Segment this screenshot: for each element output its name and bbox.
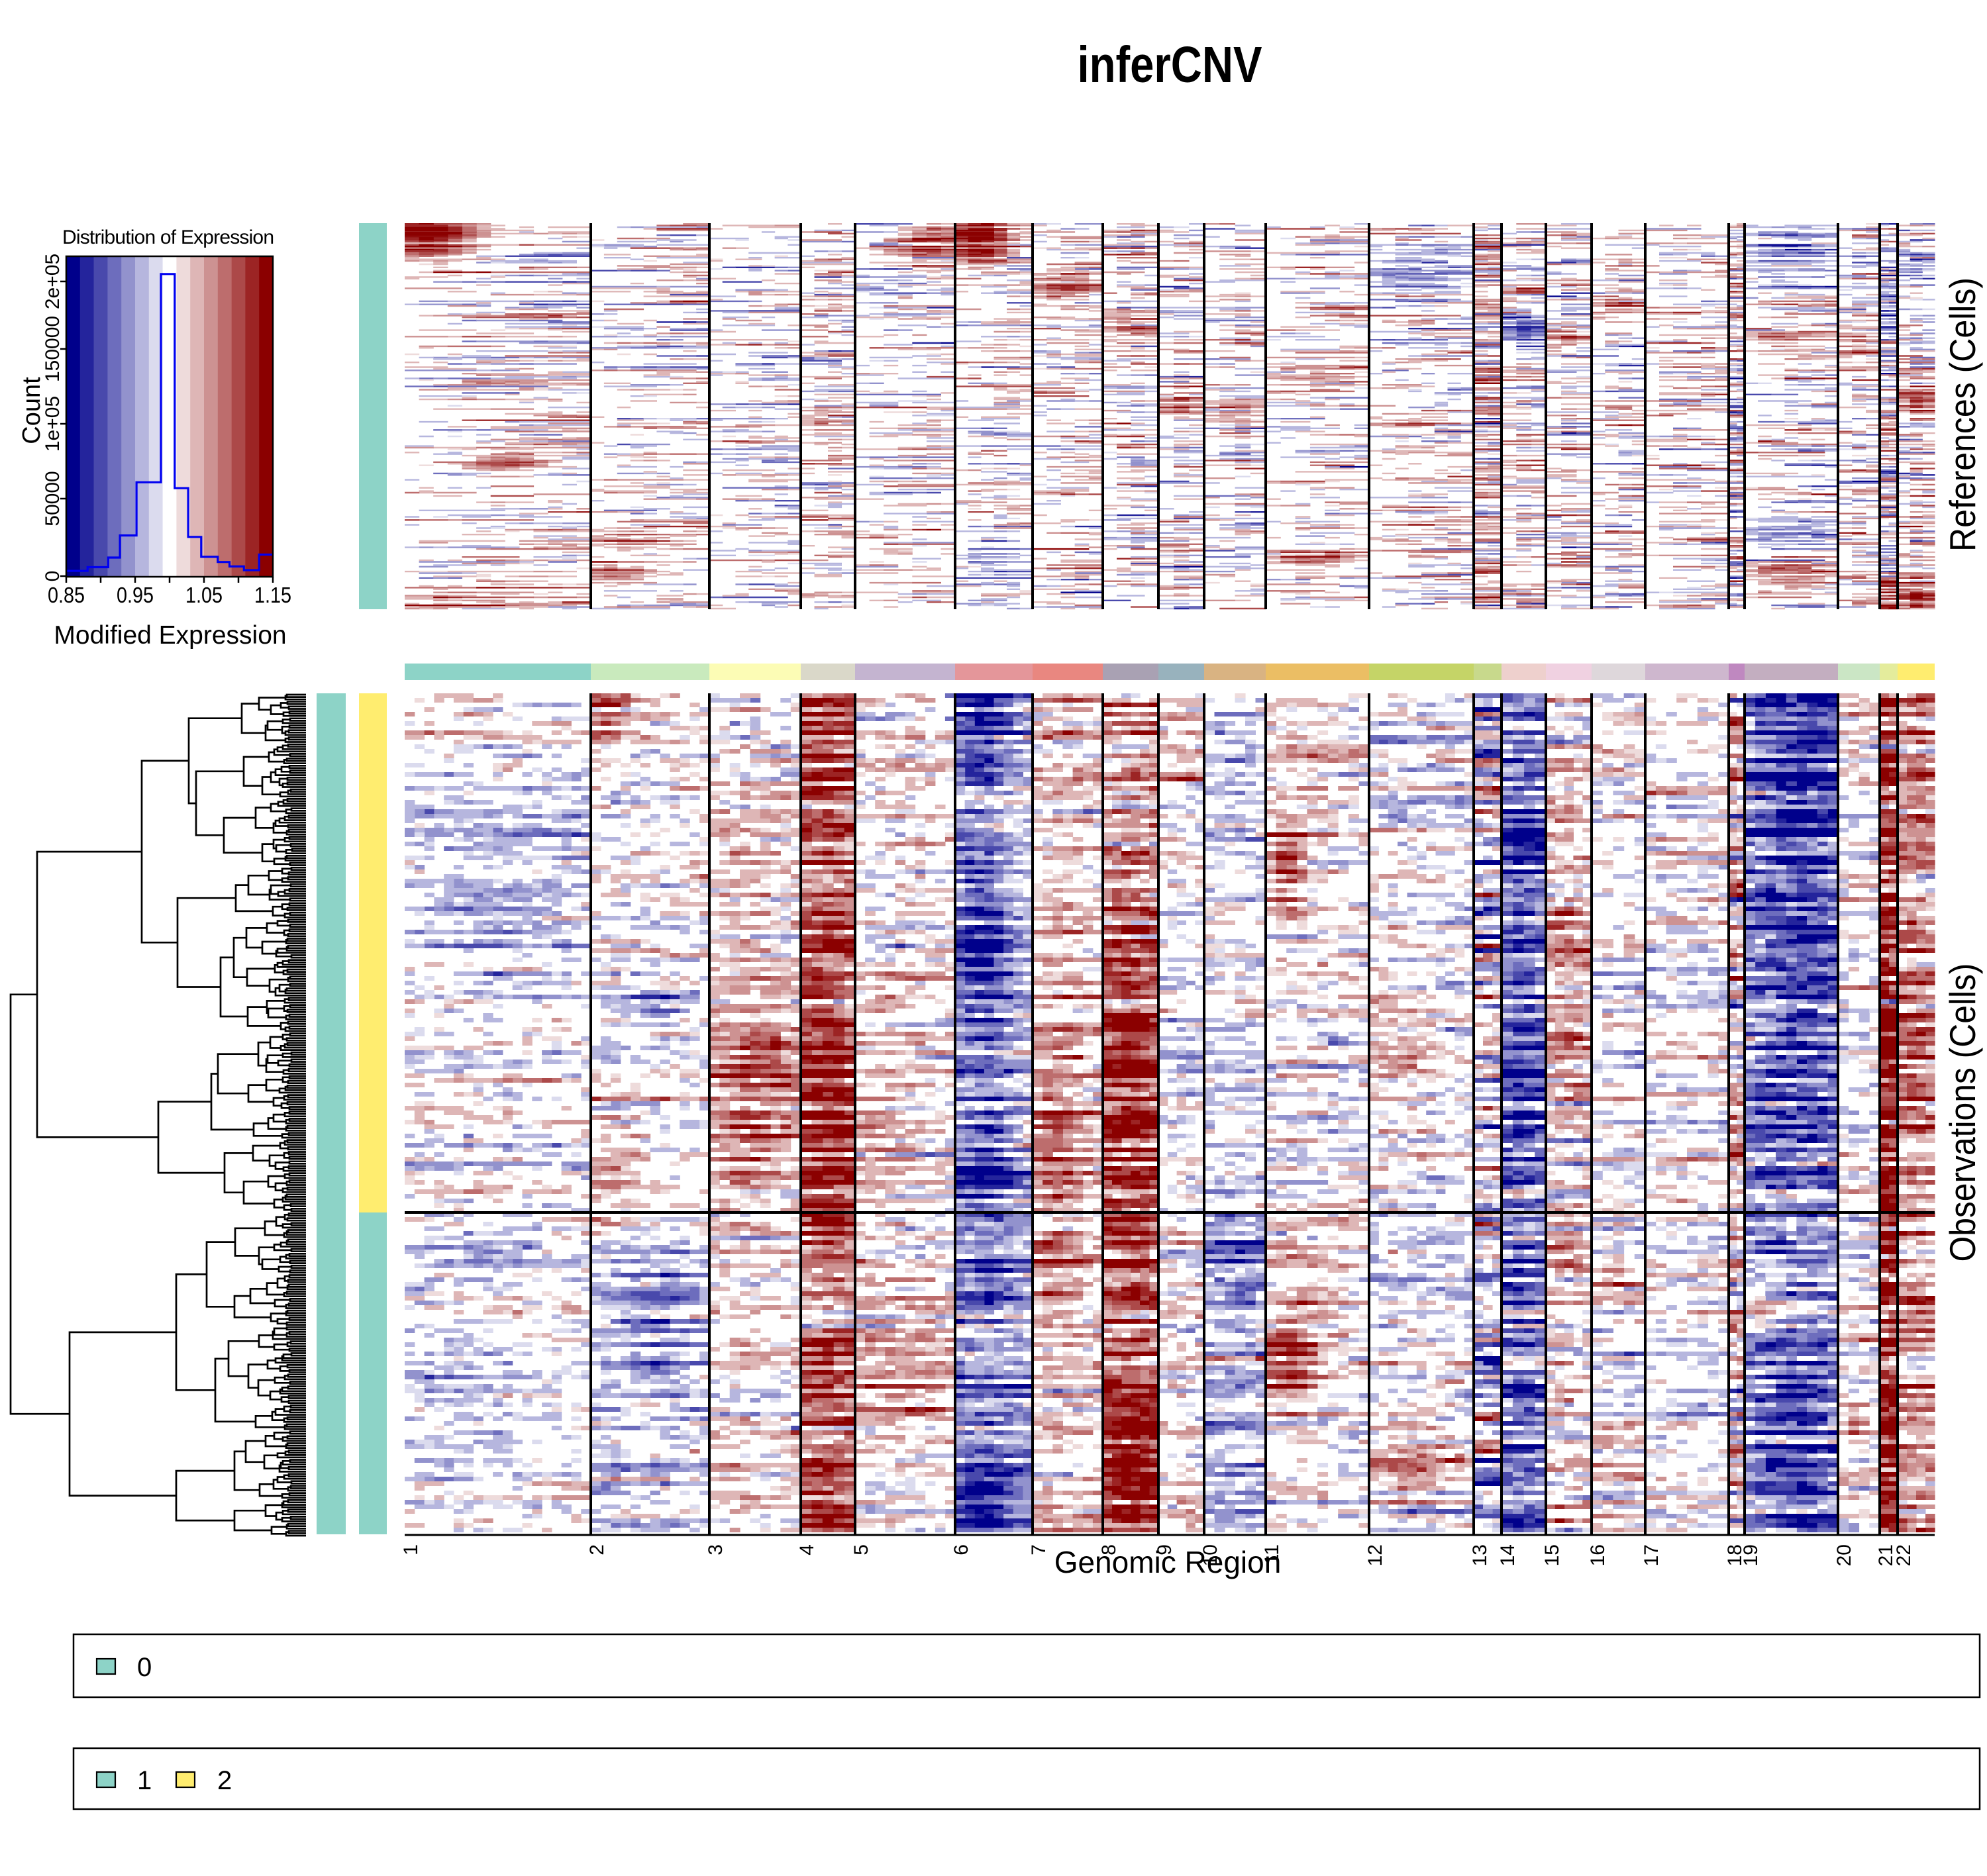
svg-text:3: 3	[705, 1544, 727, 1555]
svg-text:5: 5	[850, 1544, 872, 1555]
svg-text:19: 19	[1740, 1544, 1762, 1566]
svg-text:0: 0	[137, 1653, 152, 1682]
svg-text:20: 20	[1833, 1544, 1855, 1566]
svg-text:18: 18	[1724, 1544, 1746, 1566]
svg-text:1.05: 1.05	[185, 583, 223, 607]
svg-text:Modified Expression: Modified Expression	[54, 621, 286, 650]
svg-text:Count: Count	[18, 377, 46, 444]
svg-text:1e+05: 1e+05	[42, 396, 64, 452]
svg-text:9: 9	[1154, 1544, 1176, 1555]
svg-text:Genomic Region: Genomic Region	[1054, 1545, 1282, 1579]
svg-text:12: 12	[1364, 1544, 1386, 1566]
svg-text:22: 22	[1893, 1544, 1915, 1566]
svg-text:10: 10	[1199, 1544, 1221, 1566]
svg-text:4: 4	[796, 1544, 818, 1555]
svg-text:16: 16	[1587, 1544, 1609, 1566]
svg-text:inferCNV: inferCNV	[1078, 36, 1262, 93]
svg-text:150000: 150000	[42, 316, 64, 382]
svg-text:Distribution of Expression: Distribution of Expression	[62, 226, 274, 248]
svg-text:1: 1	[137, 1766, 152, 1795]
svg-text:2: 2	[217, 1766, 232, 1795]
svg-text:13: 13	[1469, 1544, 1491, 1566]
svg-text:11: 11	[1261, 1544, 1283, 1565]
svg-text:0: 0	[42, 571, 64, 582]
svg-text:2: 2	[586, 1544, 608, 1555]
svg-text:50000: 50000	[42, 471, 64, 526]
svg-text:2e+05: 2e+05	[42, 254, 64, 309]
svg-text:Observations (Cells): Observations (Cells)	[1942, 963, 1983, 1262]
svg-text:1: 1	[400, 1544, 422, 1555]
svg-text:17: 17	[1641, 1544, 1662, 1566]
svg-text:0.95: 0.95	[117, 583, 154, 607]
svg-text:7: 7	[1028, 1544, 1050, 1555]
svg-text:6: 6	[950, 1544, 972, 1555]
svg-text:References (Cells): References (Cells)	[1942, 277, 1983, 552]
svg-text:8: 8	[1098, 1544, 1120, 1555]
svg-text:21: 21	[1875, 1544, 1897, 1566]
svg-text:14: 14	[1497, 1544, 1519, 1566]
svg-text:1.15: 1.15	[254, 583, 291, 607]
svg-text:15: 15	[1541, 1544, 1563, 1566]
svg-text:0.85: 0.85	[48, 583, 85, 607]
